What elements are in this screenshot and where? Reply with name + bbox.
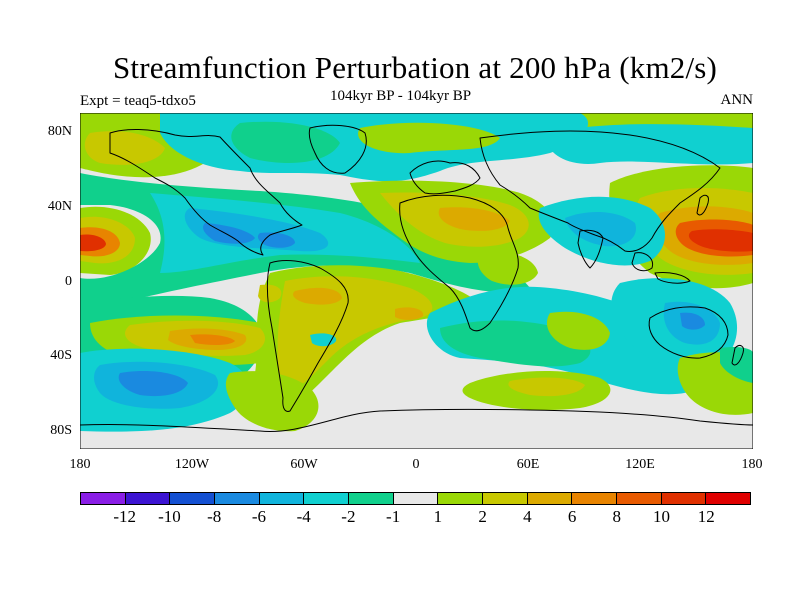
colorbar-swatch [215,493,260,504]
colorbar-swatch [706,493,750,504]
colorbar-swatch [572,493,617,504]
colorbar-label: -10 [158,507,181,527]
colorbar-swatch [126,493,171,504]
colorbar-label: 10 [653,507,670,527]
colorbar-swatch [304,493,349,504]
colorbar-swatch [617,493,662,504]
colorbar-label: -4 [297,507,311,527]
colorbar-swatch [483,493,528,504]
colorbar-label: 6 [568,507,577,527]
colorbar-swatch [528,493,573,504]
colorbar-label: -12 [113,507,136,527]
season-label: ANN [721,92,754,109]
map-panel [80,113,753,449]
ylabel-40s: 40S [32,348,72,364]
colorbar-label: 8 [613,507,622,527]
xlabel-180-right: 180 [742,457,763,473]
colorbar-label: -2 [341,507,355,527]
xlabel-0: 0 [413,457,420,473]
xlabel-180-left: 180 [70,457,91,473]
chart-title: Streamfunction Perturbation at 200 hPa (… [0,50,800,86]
period-label: 104kyr BP - 104kyr BP [330,88,471,105]
colorbar-swatch [81,493,126,504]
colorbar-swatch [170,493,215,504]
colorbar-label: 4 [523,507,532,527]
streamfunction-map [80,113,753,449]
experiment-label: Expt = teaq5-tdxo5 [80,93,196,110]
ylabel-40n: 40N [32,199,72,215]
xlabel-120e: 120E [625,457,655,473]
colorbar-label: -8 [207,507,221,527]
colorbar-swatch [349,493,394,504]
ylabel-80s: 80S [32,423,72,439]
field-siberia-cyan [548,124,753,164]
colorbar-swatch [260,493,305,504]
colorbar-label: 1 [434,507,443,527]
colorbar-label: 2 [478,507,487,527]
colorbar [80,492,751,505]
ylabel-0: 0 [32,274,72,290]
colorbar-label: -6 [252,507,266,527]
xlabel-120w: 120W [175,457,209,473]
colorbar-label: -1 [386,507,400,527]
xlabel-60e: 60E [517,457,540,473]
colorbar-swatch [662,493,707,504]
ylabel-80n: 80N [32,124,72,140]
xlabel-60w: 60W [290,457,317,473]
colorbar-swatch [394,493,439,504]
colorbar-swatch [438,493,483,504]
colorbar-label: 12 [698,507,715,527]
